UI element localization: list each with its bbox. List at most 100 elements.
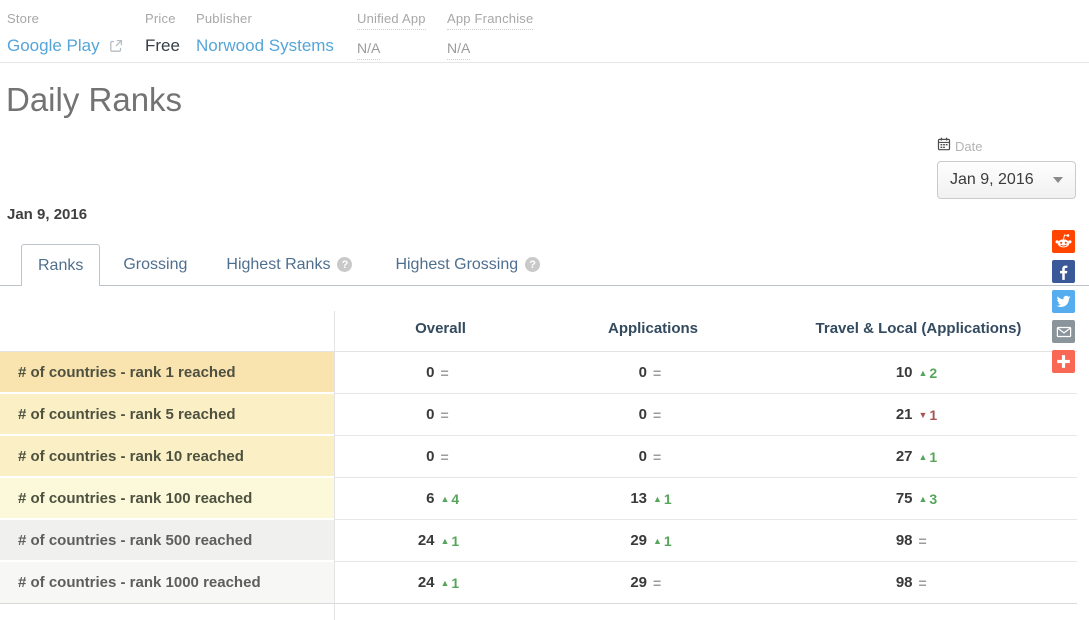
- date-select-value: Jan 9, 2016: [950, 171, 1034, 188]
- trend-same-indicator: =: [918, 574, 927, 591]
- rank-value-cell: 24 ▲ 1: [335, 520, 546, 562]
- share-twitter-icon[interactable]: [1052, 290, 1075, 313]
- share-facebook-icon[interactable]: [1052, 260, 1075, 283]
- trend-up-indicator: ▲ 1: [919, 449, 959, 465]
- store-link[interactable]: Google Play: [7, 36, 100, 55]
- help-icon[interactable]: ?: [525, 257, 541, 272]
- table-header-row: Overall Applications Travel & Local (Appli…: [0, 305, 1077, 352]
- trend-delta: 1: [929, 406, 938, 423]
- help-icon[interactable]: ?: [337, 257, 353, 272]
- rank-value: 0: [426, 364, 435, 381]
- tab-highest-grossing[interactable]: Highest Grossing?: [395, 244, 541, 285]
- trend-up-indicator: ▲ 1: [653, 533, 693, 549]
- trend-delta: 1: [929, 448, 938, 465]
- trend-same-indicator: =: [653, 364, 662, 381]
- rank-value-cell: 98 =: [760, 562, 1077, 604]
- trend-same-indicator: =: [918, 532, 927, 549]
- rank-value-cell: 0 =: [546, 352, 760, 394]
- trend-same-indicator: =: [653, 406, 662, 423]
- date-select[interactable]: Jan 9, 2016: [937, 161, 1076, 199]
- up-triangle-icon: ▲: [653, 535, 662, 546]
- up-triangle-icon: ▲: [918, 493, 928, 504]
- share-email-icon[interactable]: [1052, 320, 1075, 343]
- column-divider: [334, 311, 335, 620]
- tab-ranks[interactable]: Ranks: [21, 244, 101, 286]
- calendar-icon: [937, 137, 951, 156]
- rank-value: 0: [426, 448, 435, 465]
- rank-value-cell: 0 =: [335, 394, 546, 436]
- tab-grossing[interactable]: Grossing: [123, 244, 187, 285]
- rank-value-cell: 10 ▲ 2: [760, 352, 1077, 394]
- app-franchise-field: App Franchise N/A: [447, 10, 534, 60]
- trend-same-indicator: =: [653, 574, 662, 591]
- table-row: # of countries - rank 10 reached 0 = 0 = 27 ▲ 1: [0, 436, 1077, 478]
- store-label: Store: [7, 11, 40, 26]
- rank-value: 29: [630, 574, 647, 591]
- tab-highest-ranks[interactable]: Highest Ranks?: [226, 244, 353, 285]
- unified-app-value: N/A: [357, 40, 381, 60]
- rank-value: 10: [895, 364, 913, 381]
- up-triangle-icon: ▲: [918, 451, 928, 462]
- share-reddit-icon[interactable]: [1052, 230, 1075, 253]
- rank-value-cell: 75 ▲ 3: [760, 478, 1077, 520]
- ranks-table: Overall Applications Travel & Local (Appli…: [0, 305, 1077, 620]
- trend-same-indicator: =: [653, 448, 662, 465]
- share-addthis-plus-icon[interactable]: [1052, 350, 1075, 373]
- rank-value: 29: [630, 532, 647, 549]
- unified-app-label: Unified App: [357, 11, 426, 30]
- up-triangle-icon: ▲: [918, 367, 928, 378]
- rank-value-cell: 0 =: [546, 436, 760, 478]
- rank-value-cell: 21 ▼ 1: [760, 394, 1077, 436]
- price-label: Price: [145, 11, 176, 26]
- page-title: Daily Ranks: [6, 81, 183, 118]
- column-header-applications: Applications: [607, 319, 698, 337]
- rank-value: 75: [895, 490, 913, 507]
- column-header-travel-local-applications: Travel & Local (Applications): [815, 319, 1022, 337]
- table-row: # of countries - rank 100 reached 6 ▲ 4 13 ▲ 1…: [0, 478, 1077, 520]
- app-franchise-value: N/A: [447, 40, 471, 60]
- row-label: # of countries - rank 100 reached: [0, 478, 335, 520]
- tab-bar: Ranks Grossing Highest Ranks? Highest Gross…: [0, 244, 1089, 286]
- table-row: # of countries - rank 5 reached 0 = 0 = 21 ▼ 1: [0, 394, 1077, 436]
- publisher-link[interactable]: Norwood Systems: [196, 36, 334, 55]
- date-picker: Date Jan 9, 2016: [937, 137, 1076, 199]
- store-field: Store Google Play: [7, 10, 123, 56]
- rank-value: 0: [638, 406, 647, 423]
- tab-label: Grossing: [123, 255, 188, 273]
- row-label: # of countries - rank 1 reached: [0, 352, 335, 394]
- rank-value: 98: [895, 532, 913, 549]
- trend-delta: 1: [663, 532, 672, 549]
- up-triangle-icon: ▲: [653, 493, 662, 504]
- rank-value: 27: [895, 448, 913, 465]
- trend-up-indicator: ▲ 3: [919, 491, 959, 507]
- rank-value: 21: [895, 406, 913, 423]
- price-field: Price Free: [145, 10, 180, 56]
- trend-same-indicator: =: [440, 364, 449, 381]
- row-label: # of countries - rank 1000 reached: [0, 562, 335, 604]
- trend-delta: 1: [451, 532, 460, 549]
- table-body: # of countries - rank 1 reached 0 = 0 = 10 ▲ 2 #…: [0, 352, 1077, 604]
- up-triangle-icon: ▲: [440, 535, 450, 546]
- rank-value: 98: [895, 574, 913, 591]
- trend-up-indicator: ▲ 1: [653, 491, 693, 507]
- rank-value-cell: 98 =: [760, 520, 1077, 562]
- column-header-overall: Overall: [415, 319, 466, 337]
- rank-value: 0: [638, 364, 647, 381]
- price-value: Free: [145, 36, 180, 55]
- unified-app-field: Unified App N/A: [357, 10, 426, 60]
- rank-value-cell: 6 ▲ 4: [335, 478, 546, 520]
- row-label: # of countries - rank 5 reached: [0, 394, 335, 436]
- rank-value-cell: 27 ▲ 1: [760, 436, 1077, 478]
- rank-value-cell: 29 ▲ 1: [546, 520, 760, 562]
- rank-value: 13: [630, 490, 647, 507]
- row-label: # of countries - rank 500 reached: [0, 520, 335, 562]
- chevron-down-icon: [1053, 177, 1063, 183]
- table-row: # of countries - rank 500 reached 24 ▲ 1 29 ▲…: [0, 520, 1077, 562]
- rank-value: 24: [417, 532, 435, 549]
- external-link-icon[interactable]: [109, 39, 123, 53]
- trend-same-indicator: =: [440, 406, 449, 423]
- trend-down-indicator: ▼ 1: [919, 407, 959, 423]
- trend-up-indicator: ▲ 1: [441, 533, 481, 549]
- rank-value-cell: 29 =: [546, 562, 760, 604]
